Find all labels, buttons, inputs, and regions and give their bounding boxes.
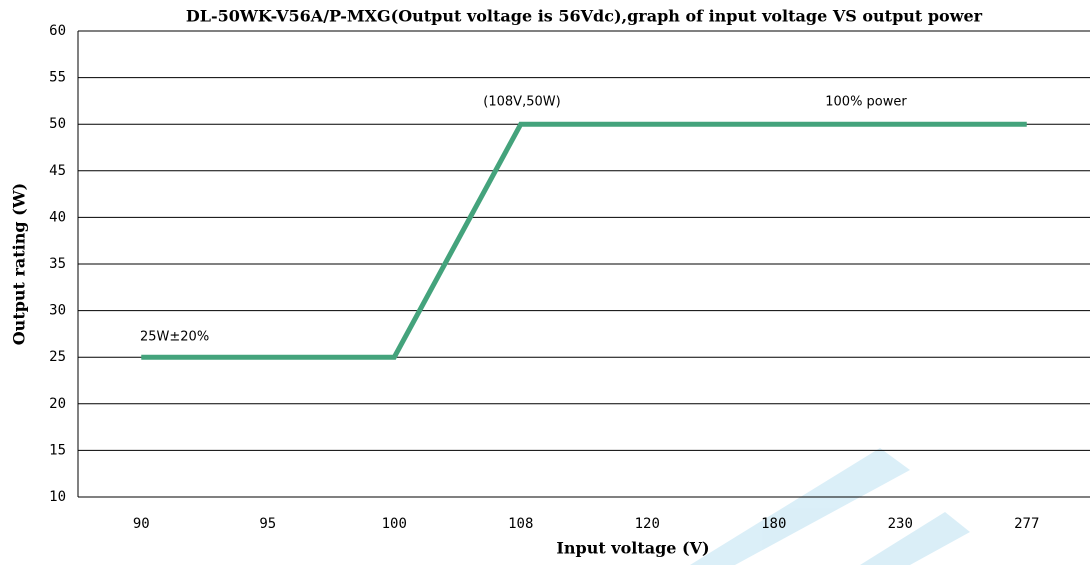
annotation: (108V,50W) (483, 95, 560, 110)
y-tick-label: 35 (49, 256, 66, 272)
chart-title: DL-50WK-V56A/P-MXG(Output voltage is 56V… (186, 7, 983, 26)
x-tick-label: 90 (133, 516, 150, 532)
y-tick-label: 15 (49, 442, 66, 458)
x-tick-label: 277 (1014, 516, 1039, 532)
line-series (141, 121, 1027, 360)
annotation: 25W±20% (140, 330, 209, 345)
y-tick-label: 10 (49, 489, 66, 505)
y-tick-label: 55 (49, 70, 66, 86)
x-tick-label: 108 (508, 516, 533, 532)
y-axis-label: Output rating (W) (10, 183, 29, 346)
x-tick-label: 180 (761, 516, 786, 532)
y-tick-label: 40 (49, 209, 66, 225)
y-tick-label: 60 (49, 23, 66, 39)
annotation: 100% power (825, 95, 907, 110)
x-tick-label: 120 (635, 516, 660, 532)
watermark (690, 448, 970, 565)
y-tick-label: 50 (49, 116, 66, 132)
y-tick-label: 20 (49, 396, 66, 412)
y-tick-label: 30 (49, 303, 66, 319)
x-tick-label: 230 (888, 516, 913, 532)
y-tick-label: 25 (49, 349, 66, 365)
x-axis-label: Input voltage (V) (556, 539, 709, 558)
x-tick-label: 100 (382, 516, 407, 532)
x-tick-label: 95 (259, 516, 276, 532)
y-tick-label: 45 (49, 163, 66, 179)
